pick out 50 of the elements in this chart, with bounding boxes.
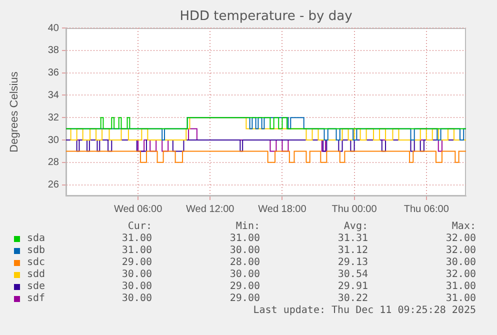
text: 29.91: [336, 281, 368, 293]
text: 31.00: [120, 245, 152, 257]
x-tick-label: Wed 06:00: [114, 204, 163, 215]
text: 30.00: [120, 281, 152, 293]
legend-label: sdf: [27, 293, 46, 305]
x-tick-label: Thu 00:00: [332, 204, 378, 215]
text: 30.00: [120, 269, 152, 281]
text: 32.00: [444, 245, 476, 257]
text: 30.00: [120, 293, 152, 305]
text: 30.00: [444, 257, 476, 269]
text: 29.00: [120, 257, 152, 269]
text: 30.22: [336, 293, 368, 305]
text: 31.31: [336, 233, 368, 245]
text: 28.00: [228, 257, 260, 269]
legend-label: sda: [27, 233, 46, 245]
text: 30.54: [336, 269, 368, 281]
legend-label: sde: [27, 281, 46, 293]
text: 31.00: [444, 281, 476, 293]
text: 29.00: [228, 293, 260, 305]
text: 31.00: [228, 233, 260, 245]
legend-label: sdb: [27, 245, 46, 257]
y-tick-label: 38: [48, 45, 60, 56]
text: 30.00: [228, 269, 260, 281]
text: 29.00: [228, 281, 260, 293]
text: Last update: Thu Dec 11 09:25:28 2025: [253, 305, 476, 316]
y-tick-label: 40: [48, 22, 60, 34]
text: 32.00: [444, 233, 476, 245]
text: 31.12: [336, 245, 368, 257]
y-tick-label: 26: [48, 180, 60, 191]
text: Avg:: [342, 221, 368, 233]
x-tick-label: Wed 12:00: [186, 204, 235, 215]
text: Min:: [234, 221, 260, 233]
x-tick-label: Thu 06:00: [404, 204, 450, 215]
text: 32.00: [444, 269, 476, 281]
legend-label: sdd: [27, 269, 46, 281]
legend-label: sdc: [27, 257, 46, 269]
y-tick-label: 34: [48, 90, 60, 101]
text: 31.00: [444, 293, 476, 305]
text: Cur:: [126, 221, 152, 233]
y-tick-label: 32: [48, 112, 60, 124]
y-tick-label: 30: [48, 134, 60, 146]
x-tick-label: Wed 18:00: [258, 204, 307, 215]
text: 30.00: [228, 245, 260, 257]
y-tick-label: 28: [48, 157, 60, 168]
text: 29.13: [336, 257, 368, 269]
y-axis-title: Degrees Celsius: [8, 71, 21, 152]
text: Max:: [450, 221, 476, 233]
text: 31.00: [120, 233, 152, 245]
y-tick-label: 36: [48, 68, 60, 79]
chart-title: HDD temperature - by day: [180, 8, 353, 24]
